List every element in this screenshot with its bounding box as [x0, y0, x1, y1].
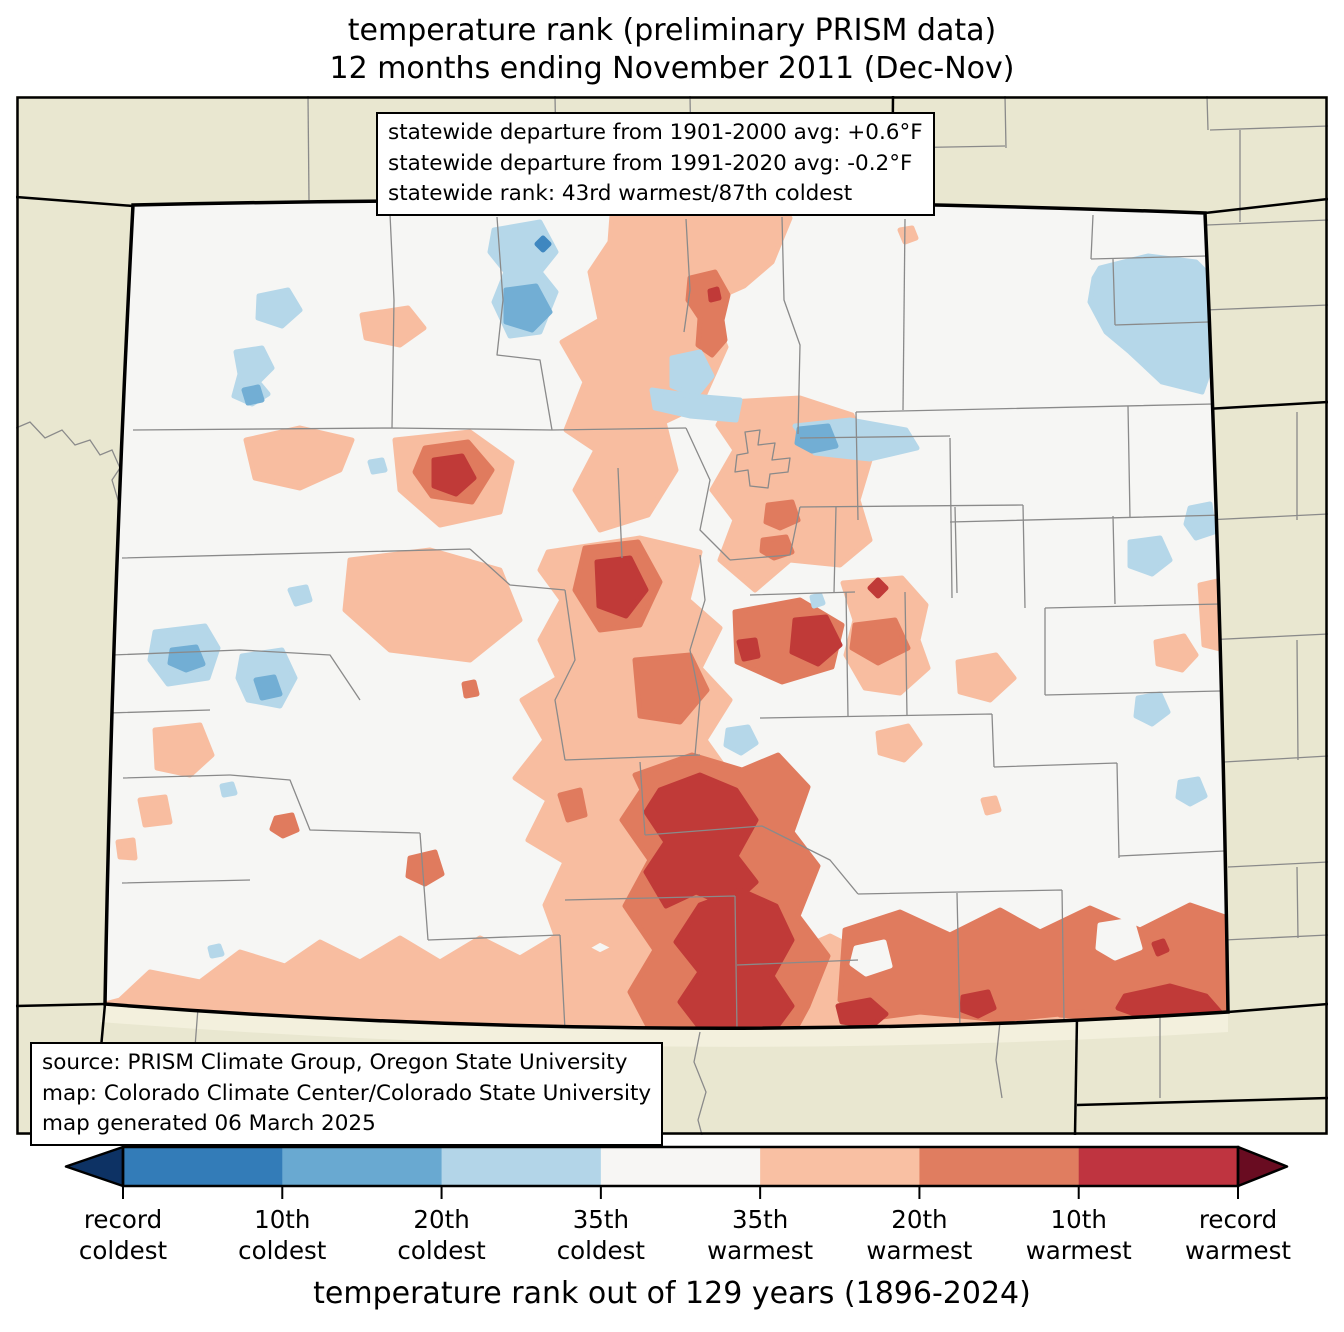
- colorbar-label-line2: coldest: [78, 1236, 168, 1265]
- stats-line-1: statewide departure from 1901-2000 avg: …: [388, 120, 923, 145]
- colorbar-label-line1: 35th: [572, 1205, 629, 1234]
- colorbar-record-coldest-arrow: [64, 1145, 125, 1188]
- colorbar-segment-35th-coldest-to-35th-warmest: [600, 1147, 761, 1186]
- page-title: temperature rank (preliminary PRISM data…: [0, 12, 1344, 88]
- stats-line-2: statewide departure from 1991-2020 avg: …: [388, 150, 913, 176]
- rank-10th-warmest-regions: [431, 286, 1223, 1029]
- colorbar-label-20th-coldest: 20th coldest: [357, 1204, 527, 1266]
- map-svg: [16, 96, 1328, 1135]
- colorbar-label-line1: record: [1198, 1205, 1278, 1234]
- colorbar-segment-record-to-10th-coldest: [123, 1147, 283, 1186]
- colorbar-label-line1: record: [83, 1205, 163, 1234]
- colorbar-segment-35th-to-20th-warmest: [760, 1147, 920, 1186]
- colorbar-ticks: [122, 1186, 1239, 1199]
- colorbar-outline: [121, 1145, 1240, 1188]
- colorbar-label-line2: coldest: [238, 1236, 327, 1265]
- colorbar-label-10th-coldest: 10th coldest: [197, 1204, 367, 1266]
- colorbar-label-record-warmest: record warmest: [1153, 1204, 1323, 1266]
- colorbar-label-35th-coldest: 35th coldest: [516, 1204, 686, 1266]
- colorbar-label-line1: 10th: [254, 1205, 311, 1234]
- source-line-3: map generated 06 March 2025: [42, 1111, 376, 1136]
- colorbar-label-35th-warmest: 35th warmest: [675, 1204, 845, 1266]
- colorbar-label-record-coldest: record coldest: [38, 1204, 208, 1266]
- title-line-1: temperature rank (preliminary PRISM data…: [347, 13, 997, 48]
- colorbar-caption: temperature rank out of 129 years (1896-…: [313, 1276, 1031, 1311]
- colorbar-label-line2: warmest: [866, 1236, 973, 1265]
- stats-box: statewide departure from 1901-2000 avg: …: [376, 112, 935, 216]
- title-line-2: 12 months ending November 2011 (Dec-Nov): [329, 51, 1015, 86]
- colorbar-segment-20th-to-35th-coldest: [441, 1147, 602, 1186]
- colorbar-label-line1: 20th: [413, 1205, 470, 1234]
- colorado-map: [16, 96, 1328, 1135]
- colorbar-label-10th-warmest: 10th warmest: [994, 1204, 1164, 1266]
- colorbar-label-line1: 20th: [891, 1205, 948, 1234]
- source-line-1: source: PRISM Climate Group, Oregon Stat…: [42, 1050, 628, 1075]
- colorbar-record-warmest-arrow: [1236, 1145, 1289, 1188]
- colorbar-segment-10th-to-20th-coldest: [282, 1147, 443, 1186]
- map-frame-border: [16, 96, 1328, 1135]
- rank-10th-coldest-regions: [534, 235, 552, 253]
- colorbar-label-line2: coldest: [556, 1236, 645, 1265]
- colorbar-label-line2: warmest: [1025, 1236, 1132, 1265]
- colorbar-labels: record coldest 10th coldest 20th coldest 35th c…: [0, 1204, 1344, 1274]
- colorbar-label-line2: coldest: [397, 1236, 486, 1265]
- county-lines: [107, 213, 1225, 1029]
- colorbar-label-20th-warmest: 20th warmest: [834, 1204, 1004, 1266]
- colorbar-segment-10th-warmest-to-record: [1078, 1147, 1239, 1186]
- colorbar-label-line2: warmest: [1184, 1236, 1291, 1265]
- south-border-strip: [100, 1004, 1228, 1047]
- neutral-holes: [849, 917, 1143, 977]
- colorbar-segment-20th-to-10th-warmest: [919, 1147, 1080, 1186]
- rank-20th-coldest-regions: [167, 283, 839, 701]
- colorbar-label-line1: 35th: [731, 1205, 789, 1234]
- colorbar-segments: [123, 1147, 1239, 1186]
- source-box: source: PRISM Climate Group, Oregon Stat…: [30, 1042, 664, 1146]
- source-line-2: map: Colorado Climate Center/Colorado St…: [42, 1080, 652, 1106]
- stats-line-3: statewide rank: 43rd warmest/87th coldes…: [388, 181, 853, 206]
- colorbar-label-line1: 10th: [1050, 1205, 1107, 1234]
- colorbar-label-line2: warmest: [707, 1236, 814, 1265]
